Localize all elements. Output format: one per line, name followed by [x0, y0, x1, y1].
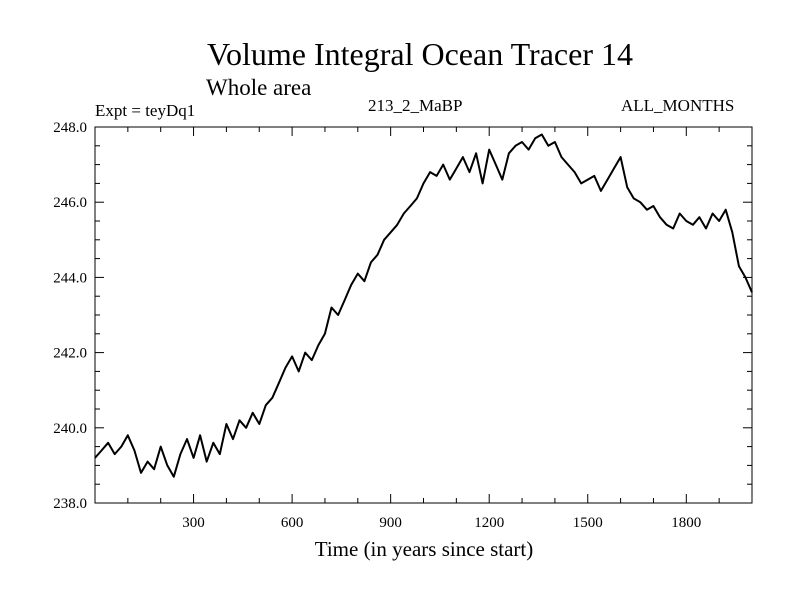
- plot-frame: [94, 126, 753, 504]
- x-tick-label: 1800: [671, 515, 701, 531]
- series-line: [94, 133, 753, 478]
- chart-title: Volume Integral Ocean Tracer 14: [207, 36, 633, 72]
- x-tick-label: 1200: [474, 515, 504, 531]
- x-tick-label: 900: [379, 515, 402, 531]
- months-label: ALL_MONTHS: [621, 96, 735, 115]
- y-tick-label: 242.0: [53, 346, 87, 362]
- y-tick-label: 248.0: [53, 120, 87, 136]
- y-tick-label: 240.0: [53, 421, 87, 437]
- y-tick-label: 246.0: [53, 195, 87, 211]
- y-tick-label: 244.0: [53, 270, 87, 286]
- chart-subtitle: Whole area: [206, 75, 312, 100]
- x-tick-label: 1500: [573, 515, 603, 531]
- y-tick-label: 238.0: [53, 496, 87, 512]
- x-tick-labels: 300 600 900 1200 1500 1800: [182, 515, 701, 531]
- experiment-label: Expt = teyDq1: [95, 101, 196, 120]
- x-axis-label: Time (in years since start): [314, 537, 534, 561]
- y-tick-labels: 238.0 240.0 242.0 244.0 246.0 248.0: [53, 120, 87, 512]
- x-tick-label: 300: [182, 515, 205, 531]
- x-tick-label: 600: [281, 515, 304, 531]
- period-label: 213_2_MaBP: [368, 96, 463, 115]
